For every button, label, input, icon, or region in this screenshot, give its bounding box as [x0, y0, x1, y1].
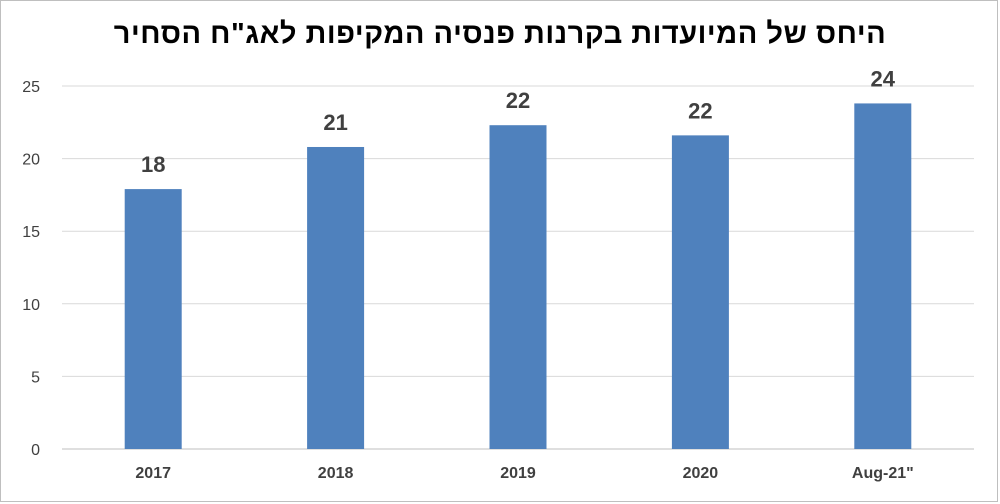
y-tick-label: 0: [31, 442, 40, 459]
data-label: 24: [871, 66, 896, 91]
data-label: 18: [141, 152, 165, 177]
x-tick-label: Aug-21": [852, 465, 914, 482]
data-label: 22: [688, 98, 712, 123]
x-axis-ticks: 2017 2018 2019 2020 Aug-21": [135, 465, 913, 482]
data-labels: 18 21 22 22 24: [141, 66, 896, 177]
data-label: 21: [323, 110, 347, 135]
bar: [671, 135, 729, 450]
x-tick-label: 2020: [683, 465, 719, 482]
x-tick-label: 2017: [135, 465, 171, 482]
y-tick-label: 10: [22, 297, 40, 314]
bars: [124, 103, 912, 450]
bar: [307, 146, 365, 449]
bar: [489, 125, 547, 449]
y-tick-label: 15: [22, 224, 40, 241]
bar: [854, 103, 912, 449]
y-tick-label: 5: [31, 369, 40, 386]
bar: [124, 189, 182, 450]
y-axis-ticks: 0 5 10 15 20 25: [22, 79, 40, 459]
chart-title: היחס של המיועדות בקרנות פנסיה המקיפות לא…: [113, 18, 887, 50]
x-tick-label: 2018: [318, 465, 354, 482]
data-label: 22: [506, 88, 530, 113]
y-tick-label: 20: [22, 152, 40, 169]
x-tick-label: 2019: [500, 465, 536, 482]
y-tick-label: 25: [22, 79, 40, 96]
